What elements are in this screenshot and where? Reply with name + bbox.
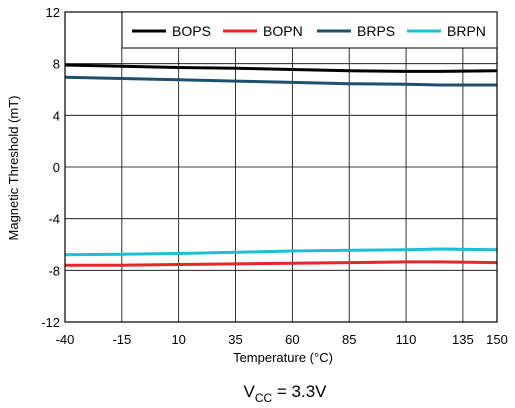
x-tick-label: 10 (171, 332, 185, 347)
x-tick-label: 35 (228, 332, 242, 347)
y-tick-label: -8 (48, 263, 60, 278)
y-tick-label: 8 (53, 57, 60, 72)
series-line-brpn (64, 247, 498, 257)
caption: VCC = 3.3V (243, 382, 327, 405)
x-axis-label-main: Temperature ( (233, 350, 315, 365)
x-tick-label: 150 (486, 332, 508, 347)
legend-label-bops: BOPS (172, 23, 211, 39)
caption-main: V (243, 382, 255, 401)
series-line-brps (64, 75, 497, 87)
x-tick-label: 135 (452, 332, 474, 347)
y-tick-label: 0 (53, 160, 60, 175)
x-tick-labels: -40 -15 10 35 60 85 110 135 150 (56, 332, 508, 347)
caption-rest: = 3.3V (272, 382, 327, 401)
x-axis-label-unit: °C) (314, 350, 333, 365)
x-tick-label: 60 (285, 332, 299, 347)
grid (64, 11, 498, 323)
y-tick-label: -12 (41, 315, 60, 330)
caption-subscript: CC (255, 391, 273, 405)
legend-label-bopn: BOPN (263, 23, 303, 39)
y-tick-label: 4 (53, 108, 60, 123)
series-line-bopn (65, 260, 498, 267)
x-tick-label: -15 (112, 332, 131, 347)
legend-label-brpn: BRPN (447, 23, 486, 39)
series-lines (64, 63, 498, 267)
series-line-bops (64, 63, 498, 73)
legend-label-brps: BRPS (357, 23, 395, 39)
x-tick-label: 85 (342, 332, 356, 347)
x-tick-label: -40 (56, 332, 75, 347)
x-axis-label: Temperature (°C) (233, 350, 333, 365)
y-tick-labels: -12 -8 -4 0 4 8 12 (41, 5, 60, 330)
legend: BOPS BOPN BRPS BRPN (121, 11, 498, 49)
y-tick-label: -4 (48, 212, 60, 227)
y-tick-label: 12 (46, 5, 60, 20)
y-axis-label: Magnetic Threshold (mT) (6, 96, 21, 241)
x-tick-label: 110 (396, 332, 417, 347)
